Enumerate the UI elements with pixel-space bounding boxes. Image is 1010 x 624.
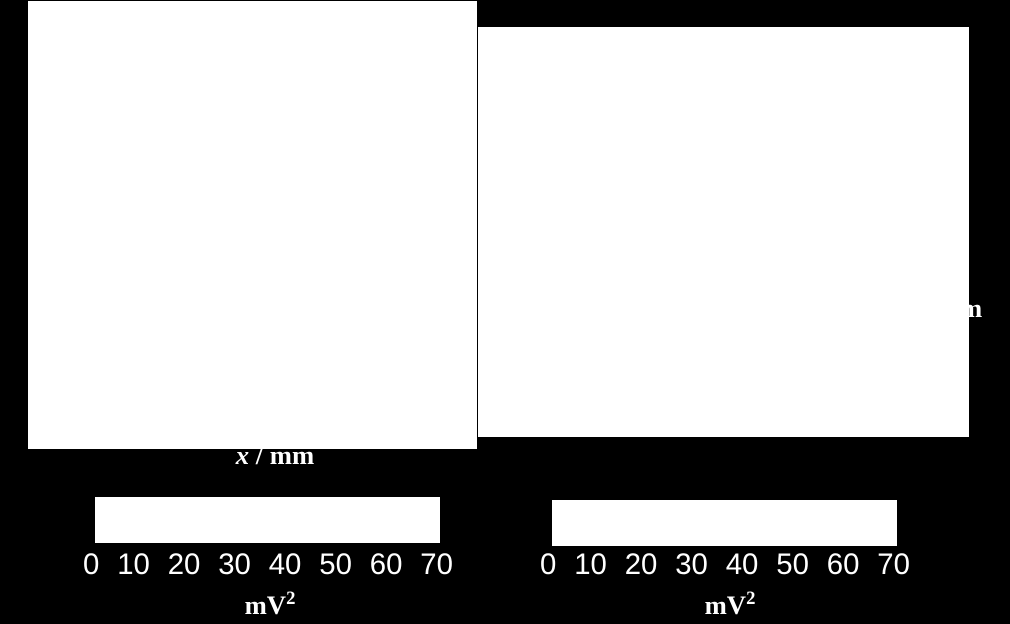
x-axis-var: x bbox=[236, 440, 249, 470]
y-axis-unit: / mm bbox=[26, 102, 56, 167]
y-axis-var: y bbox=[26, 167, 56, 179]
tick: 50 bbox=[319, 548, 352, 582]
left-y-axis-label: y / mm bbox=[26, 40, 57, 240]
tick: 40 bbox=[269, 548, 302, 582]
left-heatmap-plot-area bbox=[28, 1, 477, 449]
figure-root: y / mm x / mm m 0 10 20 30 40 50 60 70 m… bbox=[0, 0, 1010, 624]
tick: 60 bbox=[827, 548, 860, 582]
colorbar-label-exp: 2 bbox=[286, 588, 295, 609]
right-heatmap-plot-area bbox=[478, 27, 969, 437]
tick: 0 bbox=[540, 548, 556, 582]
tick: 30 bbox=[675, 548, 708, 582]
right-colorbar-label: mV2 bbox=[680, 588, 780, 621]
right-colorbar-ticks: 0 10 20 30 40 50 60 70 bbox=[540, 548, 910, 582]
tick: 20 bbox=[168, 548, 201, 582]
tick: 30 bbox=[218, 548, 251, 582]
left-x-axis-label: x / mm bbox=[200, 440, 350, 471]
tick: 70 bbox=[877, 548, 910, 582]
tick: 50 bbox=[776, 548, 809, 582]
tick: 40 bbox=[726, 548, 759, 582]
x-axis-unit: / mm bbox=[249, 440, 314, 470]
tick: 0 bbox=[83, 548, 99, 582]
tick: 10 bbox=[574, 548, 607, 582]
tick: 60 bbox=[370, 548, 403, 582]
left-colorbar-ticks: 0 10 20 30 40 50 60 70 bbox=[83, 548, 453, 582]
left-colorbar-label: mV2 bbox=[220, 588, 320, 621]
tick: 20 bbox=[625, 548, 658, 582]
right-colorbar-box bbox=[552, 500, 897, 546]
tick: 70 bbox=[420, 548, 453, 582]
left-colorbar-box bbox=[95, 497, 440, 543]
tick: 10 bbox=[117, 548, 150, 582]
colorbar-label-exp: 2 bbox=[746, 588, 755, 609]
colorbar-label-base: mV bbox=[705, 590, 746, 620]
colorbar-label-base: mV bbox=[245, 590, 286, 620]
